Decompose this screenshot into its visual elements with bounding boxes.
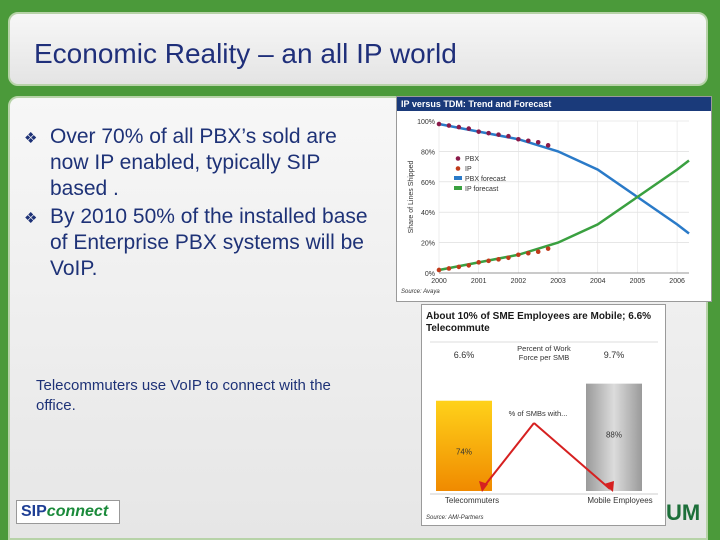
bar xyxy=(436,400,492,491)
logo-sip-text: SIP xyxy=(21,503,47,520)
data-point xyxy=(446,266,452,271)
data-point xyxy=(535,139,541,145)
data-point xyxy=(506,255,511,261)
category-label: Mobile Employees xyxy=(587,496,652,505)
y-axis-label: Share of Lines Shipped xyxy=(408,161,415,234)
title-panel: Economic Reality – an all IP world xyxy=(8,12,708,86)
data-point xyxy=(516,136,521,142)
annotation-arrow xyxy=(533,422,611,490)
y-tick-label: 40% xyxy=(421,210,435,217)
series-line xyxy=(438,122,690,235)
chart-source: Source: Avaya xyxy=(401,289,440,295)
data-point xyxy=(535,249,541,255)
value-label: 9.7% xyxy=(604,350,625,360)
arrow-head xyxy=(479,481,488,492)
partner-logo-fragment: UM xyxy=(666,500,701,525)
data-point xyxy=(545,143,551,148)
inner-label: 74% xyxy=(456,448,472,457)
data-point xyxy=(496,132,501,137)
bar xyxy=(586,383,642,491)
category-label: Telecommuters xyxy=(445,496,499,505)
ip-vs-tdm-plot: 0% 20% 40% 60% 80% 100% 2000 2001 2002 2003 2004 20… xyxy=(408,119,690,285)
sipconnect-logo: SIPconnect xyxy=(16,500,120,524)
sme-employees-plot: 6.6% 74% Telecommuters 9.7% 88% Mobile Employ… xyxy=(430,341,658,505)
x-tick-label: 2000 xyxy=(431,278,447,285)
y-tick-label: 0% xyxy=(425,271,435,278)
legend-swatch xyxy=(455,156,461,161)
bullet-text: Over 70% of all PBX’s sold are now IP en… xyxy=(50,125,337,200)
data-point xyxy=(466,263,472,268)
diamond-outline-icon: ❖ xyxy=(24,130,38,147)
data-point xyxy=(436,267,442,273)
x-tick-label: 2003 xyxy=(550,278,566,285)
data-point xyxy=(456,124,462,130)
chart-title: About 10% of SME Employees are Mobile; 6… xyxy=(426,311,652,334)
y-tick-label: 100% xyxy=(417,119,435,126)
bullet-list: ❖ Over 70% of all PBX’s sold are now IP … xyxy=(24,124,370,284)
y-tick-label: 20% xyxy=(421,241,435,248)
y-tick-label: 60% xyxy=(421,180,435,187)
bullet-item: ❖ Over 70% of all PBX’s sold are now IP … xyxy=(24,124,370,202)
arrow-head xyxy=(604,481,614,492)
x-tick-label: 2006 xyxy=(669,278,685,285)
data-point xyxy=(486,130,491,136)
logo-connect-text: connect xyxy=(46,503,109,520)
legend-swatch xyxy=(454,176,462,180)
annotation-label: % of SMBs with... xyxy=(509,409,568,418)
data-point xyxy=(496,257,501,262)
data-point xyxy=(525,250,531,256)
x-tick-label: 2005 xyxy=(630,278,646,285)
data-point xyxy=(516,252,521,258)
annotation-arrow xyxy=(481,422,535,490)
data-point xyxy=(446,123,452,128)
data-point xyxy=(456,264,462,270)
series-line xyxy=(438,159,690,272)
chart-title: IP versus TDM: Trend and Forecast xyxy=(397,97,711,111)
data-point xyxy=(466,126,472,131)
legend-swatch xyxy=(455,166,461,171)
bullet-text: By 2010 50% of the installed base of Ent… xyxy=(50,205,368,280)
data-point xyxy=(545,246,551,251)
legend-label: IP forecast xyxy=(465,186,498,193)
bullet-item: ❖ By 2010 50% of the installed base of E… xyxy=(24,204,370,282)
chart-source: Source: AMI-Partners xyxy=(426,515,484,521)
center-label-line2: Force per SMB xyxy=(519,353,569,362)
slide-title: Economic Reality – an all IP world xyxy=(34,38,457,69)
data-point xyxy=(436,121,442,127)
ip-vs-tdm-chart: IP versus TDM: Trend and Forecast 0% 20% 4… xyxy=(396,96,712,302)
data-point xyxy=(476,260,481,265)
x-tick-label: 2002 xyxy=(511,278,527,285)
x-tick-label: 2004 xyxy=(590,278,606,285)
legend-label: PBX forecast xyxy=(465,176,506,183)
legend-swatch xyxy=(454,186,462,190)
data-point xyxy=(476,129,481,134)
y-tick-label: 80% xyxy=(421,149,435,156)
telecommuter-note: Telecommuters use VoIP to connect with t… xyxy=(36,377,331,414)
legend-label: IP xyxy=(465,166,472,173)
inner-label: 88% xyxy=(606,431,622,440)
data-point xyxy=(525,138,531,144)
sme-employees-chart: 6.6% 74% Telecommuters 9.7% 88% Mobile Employ… xyxy=(421,304,666,526)
data-point xyxy=(506,133,511,139)
x-tick-label: 2001 xyxy=(471,278,487,285)
value-label: 6.6% xyxy=(454,350,475,360)
data-point xyxy=(486,258,491,264)
legend-label: PBX xyxy=(465,156,479,163)
diamond-outline-icon: ❖ xyxy=(24,210,38,227)
center-label-line1: Percent of Work xyxy=(517,344,571,353)
